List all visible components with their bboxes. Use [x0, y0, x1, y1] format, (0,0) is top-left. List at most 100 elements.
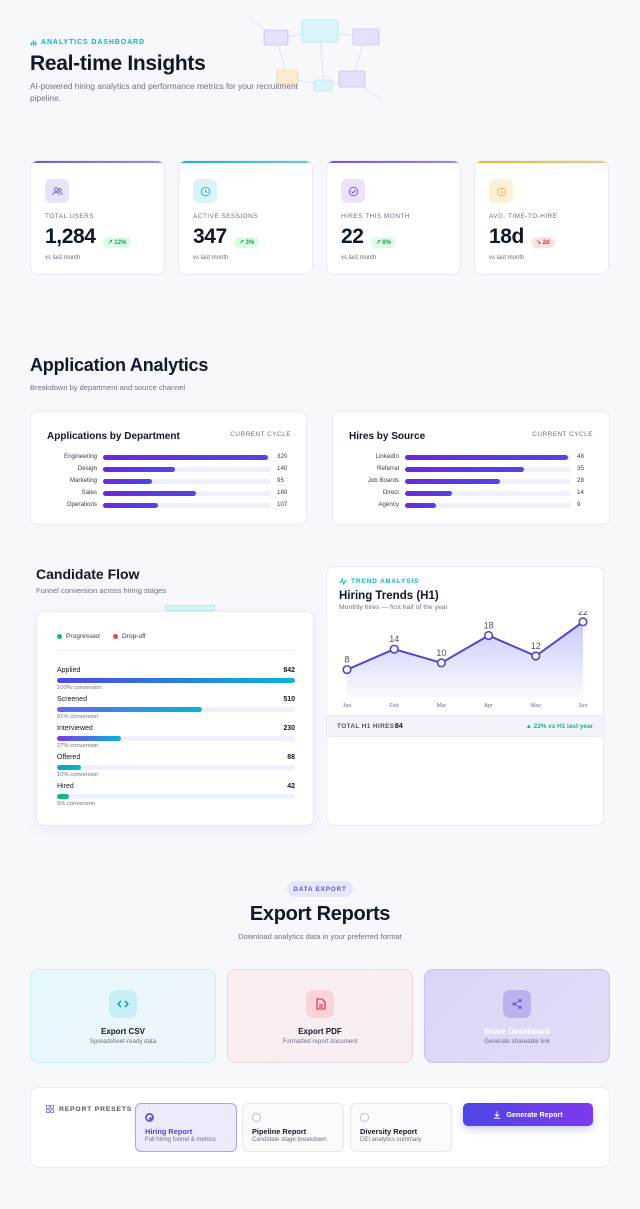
legend-dropoff: Drop-off	[113, 633, 146, 640]
presets-label: REPORT PRESETS	[46, 1105, 132, 1113]
trend-arrow-icon: ↗	[375, 240, 381, 246]
bar-value: 9	[577, 501, 581, 508]
export-csv-card[interactable]: Export CSV Spreadsheet-ready data	[30, 969, 216, 1063]
funnel-panel: Progressed Drop-off Applied 842 100% con…	[36, 611, 314, 826]
stat-foot: vs last month	[341, 255, 377, 261]
stage-name: Interviewed	[57, 725, 93, 732]
bar-category: Marketing	[69, 477, 97, 484]
bar-fill	[405, 503, 436, 508]
stat-change: 8%	[382, 240, 391, 246]
stat-card: AVG. TIME-TO-HIRE 18d ↘ 2d vs last month	[474, 160, 609, 275]
stat-label: HIRES THIS MONTH	[341, 213, 410, 220]
trend-point[interactable]	[389, 644, 399, 654]
source-panel: Hires by Source CURRENT CYCLE LinkedIn 4…	[332, 411, 610, 525]
preset-subtitle: DEI analytics summary	[360, 1137, 422, 1143]
stage-count: 842	[283, 667, 295, 674]
trend-change: ▲ 22% vs H1 last year	[525, 723, 593, 730]
total-value: 84	[395, 722, 403, 730]
check-circle-icon	[341, 179, 365, 203]
share-dashboard-subtitle: Generate shareable link	[484, 1038, 550, 1045]
bar-fill	[405, 491, 453, 496]
preset-option[interactable]: Pipeline Report Candidate stage breakdow…	[242, 1103, 344, 1152]
export-pdf-card[interactable]: Export PDF Formatted report document	[227, 969, 413, 1063]
funnel-subtitle: Funnel conversion across hiring stages	[36, 586, 167, 595]
grid-icon	[46, 1105, 54, 1113]
stat-accent-bar	[327, 161, 460, 163]
bar-value: 28	[577, 477, 584, 484]
stage-count: 88	[287, 754, 295, 761]
total-label: TOTAL H1 HIRES:	[337, 723, 397, 730]
stat-value: 1,284	[45, 225, 96, 248]
preset-radio[interactable]	[145, 1113, 154, 1122]
department-panel: Applications by Department CURRENT CYCLE…	[30, 411, 307, 525]
hero-eyebrow-text: ANALYTICS DASHBOARD	[41, 39, 145, 46]
trend-point[interactable]	[578, 617, 588, 627]
export-pdf-title: Export PDF	[298, 1027, 342, 1036]
bar-track	[405, 491, 571, 496]
bar-track	[103, 467, 271, 472]
stage-track	[57, 736, 295, 741]
stat-card: TOTAL USERS 1,284 ↗ 12% vs last month	[30, 160, 165, 275]
trend-point[interactable]	[342, 665, 352, 675]
bar-category: Engineering	[63, 453, 97, 460]
stat-value: 22	[341, 225, 364, 248]
export-pdf-subtitle: Formatted report document	[282, 1038, 358, 1045]
share-dashboard-title: Share Dashboard	[483, 1027, 551, 1036]
trend-eyebrow-text: TREND ANALYSIS	[351, 578, 420, 585]
legend-dropoff-label: Drop-off	[122, 633, 146, 640]
stat-change-badge: ↗ 12%	[102, 237, 132, 248]
bar-category: Job Boards	[367, 477, 399, 484]
trend-point[interactable]	[484, 630, 494, 641]
trend-data-label: 14	[389, 634, 399, 644]
share-dashboard-card[interactable]: Share Dashboard Generate shareable link	[424, 969, 610, 1063]
trend-data-label: 10	[436, 648, 446, 658]
bar-category: Operations	[66, 501, 97, 508]
bar-value: 35	[577, 465, 584, 472]
stage-count: 230	[283, 725, 295, 732]
trend-point[interactable]	[531, 651, 541, 661]
bar-track	[103, 479, 271, 484]
bar-fill	[405, 479, 500, 484]
stat-value: 347	[193, 225, 227, 248]
trend-tick-label: May	[531, 703, 542, 709]
stage-track	[57, 765, 295, 770]
stat-change-badge: ↘ 2d	[531, 237, 555, 248]
bar-value: 48	[577, 453, 584, 460]
preset-option[interactable]: Diversity Report DEI analytics summary	[350, 1103, 452, 1152]
bar-value: 107	[277, 501, 288, 508]
bar-fill	[103, 455, 269, 460]
bar-row: LinkedIn 48	[333, 452, 611, 462]
stat-foot: vs last month	[489, 255, 525, 261]
bar-row: Engineering 320	[31, 452, 308, 462]
stat-label: AVG. TIME-TO-HIRE	[489, 213, 558, 220]
stat-label: TOTAL USERS	[45, 213, 95, 220]
trend-arrow-icon: ↗	[238, 240, 244, 246]
trend-data-label: 22	[578, 611, 588, 617]
stage-conversion: 100% conversion	[57, 685, 102, 691]
department-cycle: CURRENT CYCLE	[230, 431, 291, 438]
bar-row: Marketing 95	[31, 476, 308, 486]
bar-fill	[103, 479, 153, 484]
legend-divider	[57, 650, 295, 651]
preset-option[interactable]: Hiring Report Full hiring funnel & metri…	[135, 1103, 237, 1152]
trend-arrow-icon: ↗	[107, 240, 113, 246]
bar-track	[405, 479, 571, 484]
stage-fill	[57, 736, 122, 741]
bar-track	[405, 503, 571, 508]
generate-report-button[interactable]: Generate Report	[463, 1103, 593, 1126]
preset-title: Pipeline Report	[252, 1127, 307, 1136]
preset-radio[interactable]	[252, 1113, 261, 1122]
funnel-stage: Offered 88 10% conversion	[57, 754, 295, 780]
trend-subtitle: Monthly hires — first half of the year	[339, 604, 448, 611]
preset-radio[interactable]	[360, 1113, 369, 1122]
analytics-title: Application Analytics	[30, 355, 209, 375]
legend-progressed-label: Progressed	[66, 633, 100, 640]
generate-report-label: Generate Report	[506, 1110, 563, 1119]
clock-icon	[193, 179, 217, 203]
bar-value: 180	[277, 489, 288, 496]
bar-row: Design 140	[31, 464, 308, 474]
stat-change: 2d	[542, 240, 550, 246]
trend-data-label: 18	[484, 621, 494, 631]
bar-fill	[405, 467, 524, 472]
trend-point[interactable]	[436, 658, 446, 668]
